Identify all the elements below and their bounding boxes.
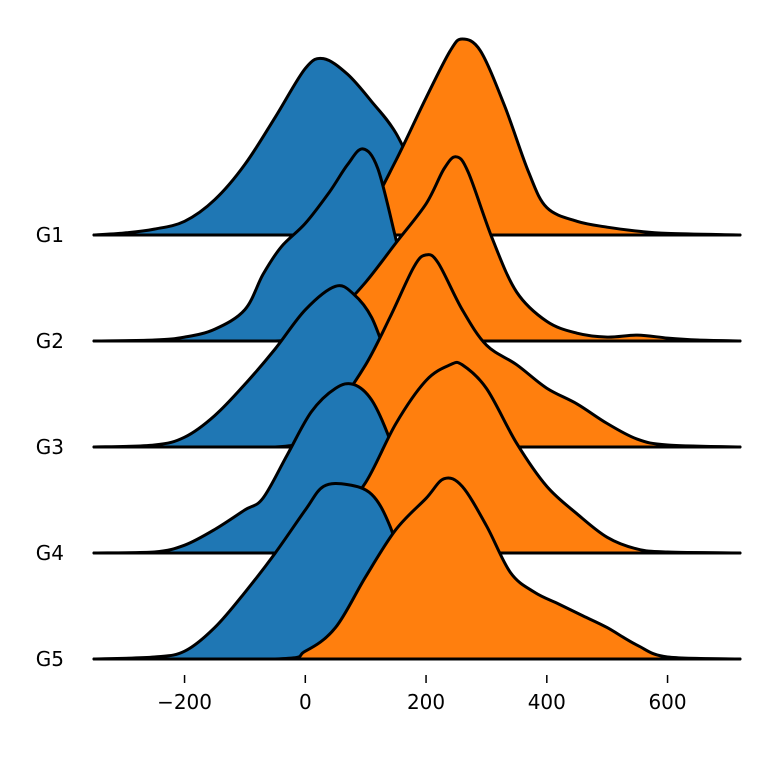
y-label-g5: G5 [36,647,64,671]
ridges-group [92,37,742,661]
x-tick-label: 0 [299,690,312,714]
density-orange-g1 [92,37,742,237]
x-tick-label: 400 [528,690,566,714]
ridge-g1 [92,37,742,237]
ridge-g5 [92,476,742,661]
x-tick-label: 600 [648,690,686,714]
y-labels-group: G1 G2 G3 G4 G5 [36,223,64,671]
y-label-g1: G1 [36,223,64,247]
x-tick-label: −200 [157,690,212,714]
y-label-g3: G3 [36,435,64,459]
x-axis: −200 0 200 400 600 [157,675,687,714]
y-label-g2: G2 [36,329,64,353]
density-orange-g5 [92,476,742,661]
y-label-g4: G4 [36,541,64,565]
x-tick-label: 200 [407,690,445,714]
